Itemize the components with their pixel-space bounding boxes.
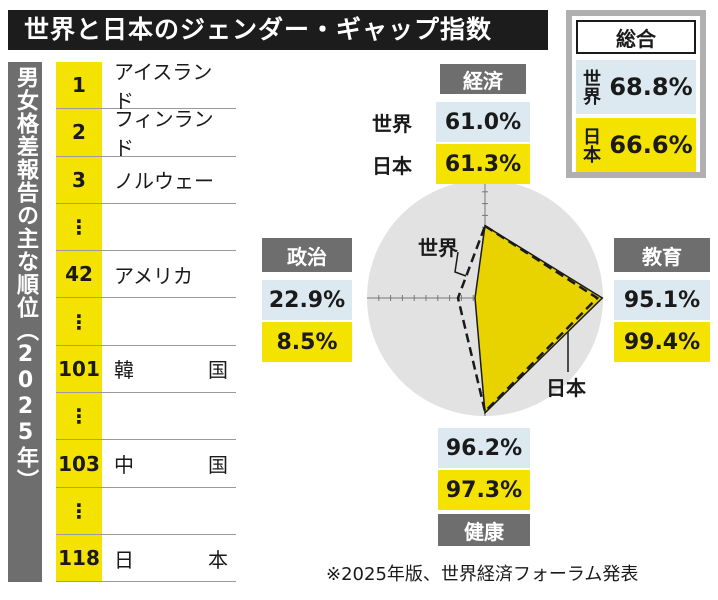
country-name: アイスランド [114, 60, 213, 114]
education-japan-value: 99.4% [614, 322, 710, 362]
politics-japan-value: 8.5% [262, 322, 352, 362]
ranking-row: 103 中国 [56, 440, 236, 488]
ranking-label: 男女格差報告の主な順位（2025年） [8, 62, 42, 582]
chart-title: 世界と日本のジェンダー・ギャップ指数 [8, 10, 548, 50]
summary-world-row: 世界 68.8% [576, 60, 696, 114]
ranking-row: 101 韓国 [56, 346, 236, 394]
ranking-row: ⋮ [56, 393, 236, 441]
country-name: ノルウェー [114, 169, 214, 194]
ranking-row: 42 アメリカ [56, 251, 236, 299]
rank-number: 42 [65, 262, 93, 287]
summary-world-value: 68.8% [609, 73, 693, 101]
rank-column [56, 62, 102, 582]
rank-number: 103 [58, 451, 100, 476]
country-name: 中国 [114, 453, 228, 478]
economy-world-label: 世界 [372, 112, 412, 136]
economy-japan-value: 61.3% [436, 144, 530, 184]
country-name: アメリカ [114, 263, 193, 288]
ranking-row: 1 アイスランド [56, 60, 236, 114]
ranking-row: ⋮ [56, 488, 236, 535]
rank-number: 3 [72, 167, 86, 192]
health-japan-value: 97.3% [438, 470, 530, 510]
ranking-row: ⋮ [56, 299, 236, 346]
summary-box: 総合 世界 68.8% 日本 66.6% [566, 10, 706, 178]
summary-title: 総合 [576, 20, 696, 54]
rank-number: ⋮ [69, 404, 89, 429]
japan-series-label: 日本 [546, 376, 586, 400]
axis-label-education: 教育 [614, 238, 710, 272]
rank-number: 101 [58, 356, 100, 381]
summary-japan-row: 日本 66.6% [576, 118, 696, 172]
economy-japan-label: 日本 [372, 154, 412, 178]
axis-label-health: 健康 [438, 514, 530, 546]
rank-number: 2 [72, 120, 86, 145]
rank-number: ⋮ [69, 215, 89, 240]
summary-japan-value: 66.6% [609, 131, 693, 159]
summary-japan-label: 日本 [580, 127, 601, 163]
country-name: フィンランド [114, 107, 214, 161]
world-series-line [456, 224, 600, 414]
rank-number: ⋮ [69, 309, 89, 334]
health-world-value: 96.2% [438, 428, 530, 468]
education-world-value: 95.1% [614, 280, 710, 320]
footnote: ※2025年版、世界経済フォーラム発表 [326, 564, 639, 585]
ranking-row: 2 フィンランド [56, 107, 236, 161]
country-name: 日本 [114, 547, 228, 572]
world-leader-line [454, 251, 467, 277]
ranking-row: 118 日本 [56, 535, 236, 583]
japan-series-area [474, 224, 604, 415]
world-series-label: 世界 [418, 236, 458, 260]
axis-label-economy: 経済 [440, 64, 526, 94]
politics-world-value: 22.9% [262, 280, 352, 320]
ranking-row: 3 ノルウェー [56, 157, 236, 204]
economy-world-value: 61.0% [436, 102, 530, 142]
summary-world-label: 世界 [580, 69, 601, 105]
country-name: 韓国 [114, 358, 228, 383]
rank-number: ⋮ [69, 498, 89, 523]
rank-number: 118 [58, 546, 100, 571]
ranking-row: ⋮ [56, 204, 236, 252]
rank-number: 1 [72, 73, 86, 98]
axis-label-politics: 政治 [262, 238, 352, 272]
